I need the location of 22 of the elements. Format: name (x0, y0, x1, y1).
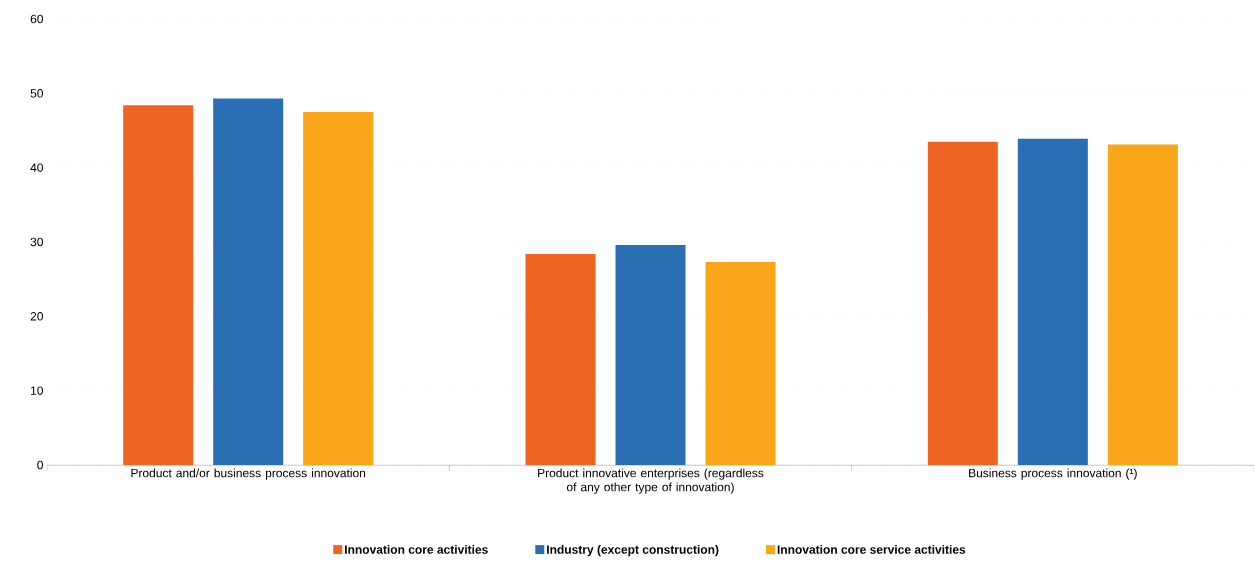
bar (615, 244, 686, 465)
y-tick-label: 30 (30, 237, 44, 247)
y-tick-label: 20 (30, 312, 44, 321)
legend-label: Innovation core activities (345, 545, 488, 554)
y-tick-label: 10 (31, 386, 44, 395)
x-tick-label: Product innovative enterprises (regardless of any other type of innovation) (538, 468, 764, 494)
y-tick-label: 0 (37, 460, 44, 470)
x-tick-label: Business process innovation (¹) (969, 468, 1137, 480)
bar (213, 98, 284, 465)
y-tick-label: 40 (30, 163, 44, 172)
bar (525, 253, 596, 465)
y-tick-label: 50 (30, 89, 44, 98)
y-tick-label: 60 (30, 14, 44, 24)
bar (927, 141, 998, 465)
legend-label: Industry (except construction) (547, 545, 719, 557)
bar (1017, 138, 1088, 465)
bar (303, 111, 374, 465)
bar (1107, 144, 1178, 465)
x-tick-label: Product and/or business process innovation (131, 468, 366, 480)
bar (705, 262, 776, 465)
bar (123, 105, 194, 465)
legend-label: Innovation core service activities (777, 545, 966, 554)
